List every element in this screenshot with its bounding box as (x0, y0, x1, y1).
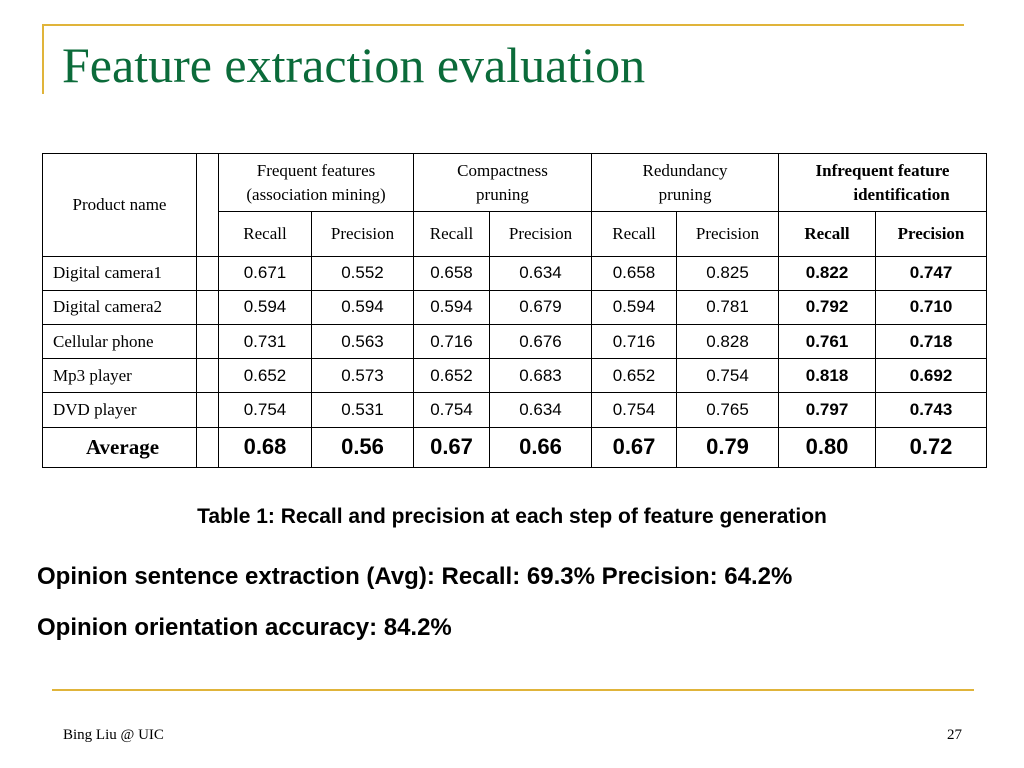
product-name-header: Product name (42, 153, 197, 257)
average-cell: 0.68 (218, 426, 312, 469)
opinion-orientation-stat: Opinion orientation accuracy: 84.2% (37, 614, 452, 641)
table-cell: 0.754 (218, 392, 312, 428)
table-cell: 0.692 (875, 358, 988, 394)
average-cell: 0.67 (591, 426, 677, 469)
subheader-recall: Recall (591, 211, 677, 257)
row-product-name: Mp3 player (42, 358, 197, 394)
table-cell: 0.781 (675, 289, 780, 326)
average-cell: 0.79 (675, 426, 780, 469)
subheader-precision: Precision (875, 211, 988, 257)
spacer-cell (196, 324, 219, 360)
table-cell: 0.676 (489, 324, 592, 360)
table-cell: 0.531 (311, 392, 414, 428)
table-row: Mp3 player 0.652 0.573 0.652 0.683 0.652… (42, 358, 988, 394)
header-side-rule (42, 24, 44, 94)
table-cell: 0.754 (675, 358, 780, 394)
table-cell: 0.792 (778, 289, 877, 326)
table-cell: 0.828 (675, 324, 780, 360)
spacer-cell (196, 426, 219, 469)
table-cell: 0.594 (311, 289, 414, 326)
average-label: Average (42, 426, 197, 469)
table-cell: 0.731 (218, 324, 312, 360)
table-cell: 0.652 (591, 358, 677, 394)
table-cell: 0.710 (875, 289, 988, 326)
spacer-cell (196, 289, 219, 326)
table-cell: 0.594 (413, 289, 490, 326)
footer-author: Bing Liu @ UIC (63, 727, 164, 743)
table-cell: 0.716 (591, 324, 677, 360)
slide-title: Feature extraction evaluation (62, 37, 646, 93)
table-cell: 0.754 (591, 392, 677, 428)
table-row: Cellular phone 0.731 0.563 0.716 0.676 0… (42, 324, 988, 360)
table-row: DVD player 0.754 0.531 0.754 0.634 0.754… (42, 392, 988, 428)
group-header-redundancy: Redundancy pruning (590, 152, 780, 213)
footer-rule (52, 689, 974, 691)
row-product-name: Cellular phone (42, 324, 197, 360)
row-product-name: Digital camera1 (42, 255, 197, 291)
table-cell: 0.747 (875, 255, 988, 291)
subheader-recall: Recall (778, 211, 877, 257)
average-cell: 0.80 (778, 426, 877, 469)
table-cell: 0.822 (778, 255, 877, 291)
spacer-cell (196, 358, 219, 394)
opinion-extraction-stat: Opinion sentence extraction (Avg): Recal… (37, 563, 793, 590)
table-cell: 0.743 (875, 392, 988, 428)
spacer-cell (196, 392, 219, 428)
average-cell: 0.66 (489, 426, 592, 469)
table-cell: 0.652 (413, 358, 490, 394)
table-cell: 0.552 (311, 255, 414, 291)
table-group-header-row: Product name Frequent features (associati… (42, 152, 988, 257)
table-cell: 0.563 (311, 324, 414, 360)
table-caption: Table 1: Recall and precision at each st… (197, 505, 827, 528)
average-row: Average 0.68 0.56 0.67 0.66 0.67 0.79 0.… (42, 426, 988, 469)
group-header-infrequent: Infrequent feature identification (778, 152, 988, 213)
table-cell: 0.765 (675, 392, 780, 428)
row-product-name: Digital camera2 (42, 289, 197, 326)
subheader-recall: Recall (413, 211, 490, 257)
table-cell: 0.718 (875, 324, 988, 360)
page-number: 27 (947, 727, 962, 743)
average-cell: 0.72 (875, 426, 988, 469)
table-cell: 0.658 (413, 255, 490, 291)
average-cell: 0.56 (311, 426, 414, 469)
table-cell: 0.634 (489, 392, 592, 428)
table-cell: 0.594 (591, 289, 677, 326)
table-cell: 0.716 (413, 324, 490, 360)
group-header-frequent: Frequent features (association mining) (218, 152, 414, 213)
group-header-compactness: Compactness pruning (413, 152, 592, 213)
table-cell: 0.679 (489, 289, 592, 326)
results-table: Product name Frequent features (associati… (42, 152, 988, 469)
table-cell: 0.658 (591, 255, 677, 291)
subheader-precision: Precision (675, 211, 780, 257)
header-rule (42, 24, 964, 26)
average-cell: 0.67 (413, 426, 490, 469)
table-cell: 0.761 (778, 324, 877, 360)
subheader-recall: Recall (218, 211, 312, 257)
table-cell: 0.818 (778, 358, 877, 394)
spacer-cell (196, 255, 219, 291)
table-cell: 0.754 (413, 392, 490, 428)
table-cell: 0.671 (218, 255, 312, 291)
table-cell: 0.683 (489, 358, 592, 394)
table-row: Digital camera2 0.594 0.594 0.594 0.679 … (42, 289, 988, 326)
table-cell: 0.634 (489, 255, 592, 291)
row-product-name: DVD player (42, 392, 197, 428)
table-cell: 0.652 (218, 358, 312, 394)
table-cell: 0.825 (675, 255, 780, 291)
table-row: Digital camera1 0.671 0.552 0.658 0.634 … (42, 255, 988, 291)
subheader-precision: Precision (311, 211, 414, 257)
spacer-column (196, 153, 219, 257)
table-subheader-row: Recall Precision Recall Precision Recall… (43, 211, 988, 257)
table-cell: 0.797 (778, 392, 877, 428)
table-cell: 0.594 (218, 289, 312, 326)
subheader-precision: Precision (489, 211, 592, 257)
table-cell: 0.573 (311, 358, 414, 394)
